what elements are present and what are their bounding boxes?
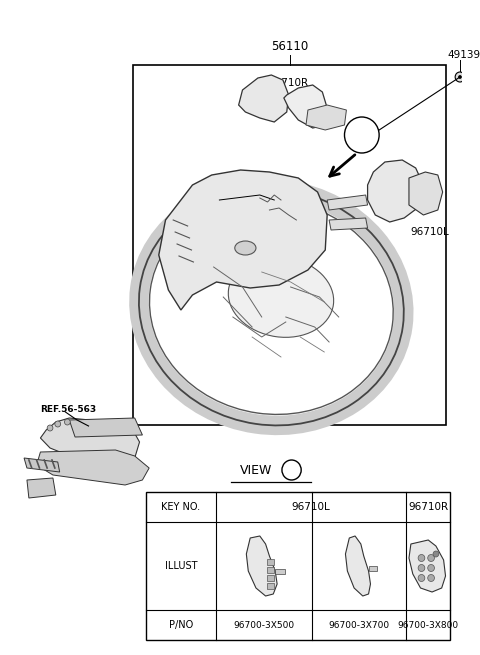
Polygon shape	[239, 75, 288, 122]
Circle shape	[345, 117, 379, 153]
Circle shape	[428, 565, 434, 572]
Circle shape	[458, 75, 461, 79]
Bar	[369, 566, 377, 571]
Text: 49139: 49139	[447, 50, 480, 60]
Polygon shape	[346, 536, 371, 596]
Text: 96710L: 96710L	[411, 227, 449, 237]
Polygon shape	[368, 160, 423, 222]
Circle shape	[418, 555, 425, 561]
Text: A: A	[288, 465, 295, 475]
Circle shape	[433, 551, 439, 557]
Text: A: A	[358, 130, 365, 140]
Bar	[133, 65, 446, 425]
Circle shape	[55, 421, 60, 427]
Bar	[266, 583, 274, 589]
Circle shape	[428, 555, 434, 561]
Polygon shape	[327, 195, 368, 210]
Ellipse shape	[228, 257, 334, 337]
Polygon shape	[24, 458, 60, 472]
Text: 96700-3X800: 96700-3X800	[397, 620, 459, 629]
Text: 56110: 56110	[271, 41, 308, 54]
Text: 96710L: 96710L	[291, 502, 330, 512]
Text: P/NO: P/NO	[169, 620, 193, 630]
Ellipse shape	[235, 241, 256, 255]
Circle shape	[428, 574, 434, 582]
Text: VIEW: VIEW	[240, 464, 272, 476]
Circle shape	[64, 419, 70, 425]
Polygon shape	[159, 170, 327, 310]
Text: 96700-3X700: 96700-3X700	[328, 620, 389, 629]
Bar	[275, 569, 285, 574]
Polygon shape	[409, 540, 445, 592]
Circle shape	[455, 72, 465, 82]
Polygon shape	[409, 172, 443, 215]
Circle shape	[418, 574, 425, 582]
Polygon shape	[329, 218, 368, 230]
Circle shape	[47, 425, 53, 431]
Text: 96710R: 96710R	[408, 502, 448, 512]
Polygon shape	[36, 450, 149, 485]
Text: ILLUST: ILLUST	[165, 561, 197, 571]
Text: REF.56-563: REF.56-563	[40, 405, 96, 415]
Text: 96700-3X500: 96700-3X500	[233, 620, 294, 629]
Circle shape	[282, 460, 301, 480]
Polygon shape	[40, 418, 140, 462]
Polygon shape	[69, 418, 143, 437]
Polygon shape	[27, 478, 56, 498]
Text: KEY NO.: KEY NO.	[161, 502, 201, 512]
Bar	[266, 575, 274, 581]
Polygon shape	[246, 536, 277, 596]
Circle shape	[418, 565, 425, 572]
Bar	[266, 567, 274, 573]
Text: 96710R: 96710R	[269, 78, 309, 88]
Bar	[146, 492, 450, 640]
Polygon shape	[284, 85, 327, 128]
Bar	[266, 559, 274, 565]
Polygon shape	[306, 105, 347, 130]
Text: 56991C: 56991C	[186, 195, 226, 205]
